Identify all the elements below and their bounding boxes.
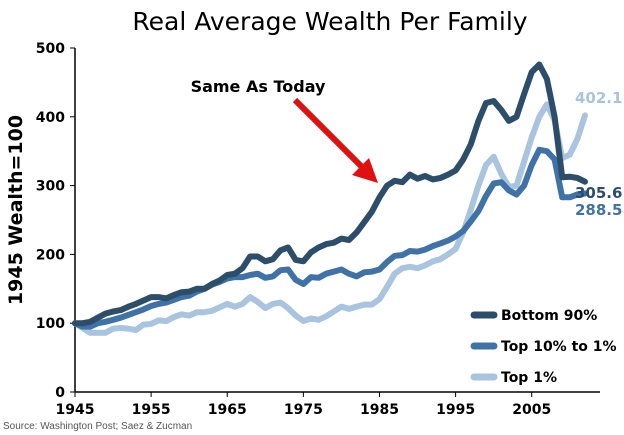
annotation-arrow-shaft: [292, 97, 368, 173]
y-tick-label: 0: [55, 385, 65, 401]
legend-label: Top 10% to 1%: [501, 339, 617, 355]
x-tick-label: 1965: [208, 402, 247, 418]
chart-title: Real Average Wealth Per Family: [132, 7, 527, 36]
end-value-label: 305.6: [575, 184, 622, 202]
series-layer: [72, 61, 588, 336]
x-tick-label: 2005: [512, 402, 551, 418]
axes: 0 100 200 300 400 500 1945 1955 1965 1975 1985 1995…: [36, 41, 600, 418]
legend-label: Bottom 90%: [501, 308, 597, 324]
source-note: Source: Washington Post; Saez & Zucman: [3, 421, 193, 432]
end-value-label: 288.5: [575, 201, 622, 219]
annotation: Same As Today: [191, 77, 378, 183]
legend: Bottom 90% Top 10% to 1% Top 1%: [470, 308, 617, 386]
series-line-bottom-90: [72, 61, 588, 327]
x-tick-label: 1985: [360, 402, 399, 418]
x-tick-label: 1945: [56, 402, 95, 418]
y-tick-label: 200: [36, 247, 65, 263]
series-line-top-1: [72, 101, 588, 336]
x-tick-label: 1995: [436, 402, 475, 418]
y-axis-label: 1945 Wealth=100: [5, 115, 27, 305]
y-tick-label: 500: [36, 41, 65, 57]
annotation-arrow-head: [352, 158, 378, 183]
y-tick-label: 100: [36, 316, 65, 332]
end-value-label: 402.1: [575, 89, 622, 107]
series-line-top-10-to-1: [72, 146, 588, 330]
y-tick-label: 300: [36, 179, 65, 195]
y-tick-label: 400: [36, 110, 65, 126]
annotation-text: Same As Today: [191, 77, 326, 96]
x-tick-label: 1975: [284, 402, 323, 418]
x-tick-label: 1955: [132, 402, 171, 418]
legend-label: Top 1%: [501, 370, 557, 386]
